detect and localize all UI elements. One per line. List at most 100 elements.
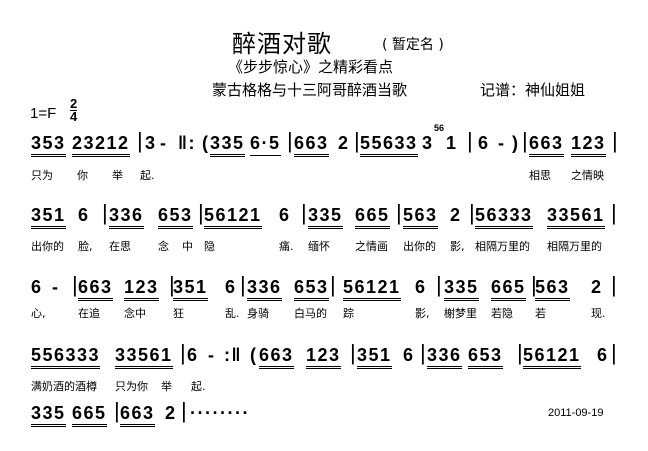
barline: | bbox=[137, 128, 143, 153]
song-title: 醉酒对歌 bbox=[232, 30, 332, 58]
barline: | bbox=[114, 398, 120, 423]
note-group: 665 bbox=[355, 205, 390, 229]
note-group: 556333 bbox=[31, 345, 101, 369]
note-group: 351 bbox=[173, 277, 208, 301]
barline: | bbox=[240, 272, 246, 297]
note-group: 335 bbox=[444, 277, 479, 301]
lyric: 若 bbox=[535, 307, 546, 320]
barline: | bbox=[420, 340, 426, 365]
time-numerator: 2 bbox=[70, 96, 78, 111]
note-group: ) bbox=[512, 133, 520, 153]
lyric: 起. bbox=[191, 380, 206, 393]
note-group: 2 bbox=[338, 133, 350, 153]
note-group: 123 bbox=[124, 277, 159, 301]
barline: | bbox=[531, 272, 537, 297]
barline: | bbox=[436, 272, 442, 297]
note-group: 2 bbox=[450, 205, 462, 225]
note-group: 653 bbox=[294, 277, 329, 301]
note-group: 33561 bbox=[115, 345, 173, 369]
barline: | bbox=[301, 200, 307, 225]
note-group: - bbox=[160, 133, 168, 153]
note-group: - bbox=[498, 133, 506, 153]
lyric: 心, bbox=[31, 307, 46, 320]
note-group: 1 bbox=[446, 133, 458, 153]
description: 蒙古格格与十三阿哥醉酒当歌 bbox=[212, 81, 408, 99]
note-group: 123 bbox=[571, 133, 606, 157]
barline: | bbox=[72, 272, 78, 297]
note-group: 56333 bbox=[475, 205, 533, 229]
date: 2011-09-19 bbox=[548, 407, 604, 419]
note-group: 56121 bbox=[523, 345, 581, 369]
note-group: 6 bbox=[403, 345, 415, 365]
lyric: 影, bbox=[415, 307, 430, 320]
note-group: 335 bbox=[210, 133, 245, 157]
note-group: 6 bbox=[31, 277, 43, 297]
grace-notes: 56 bbox=[434, 123, 445, 133]
barline: | bbox=[612, 128, 618, 153]
note-group: - bbox=[52, 277, 60, 297]
note-group: 56121 bbox=[343, 277, 401, 301]
barline: | bbox=[469, 200, 475, 225]
note-group: ‖: bbox=[178, 133, 196, 153]
note-group: 336 bbox=[109, 205, 144, 229]
lyric: 起. bbox=[140, 169, 155, 182]
lyric: 身骑 bbox=[247, 307, 269, 320]
note-group: :‖ bbox=[224, 345, 242, 365]
title-note: ( 暂定名 ) bbox=[382, 37, 444, 53]
note-group: 335 bbox=[308, 205, 343, 229]
barline: | bbox=[350, 340, 356, 365]
barline: | bbox=[611, 200, 617, 225]
note-group: 336 bbox=[427, 345, 462, 369]
note-group: 6 bbox=[279, 205, 291, 225]
barline: | bbox=[198, 200, 204, 225]
lyric: 之情画 bbox=[355, 240, 388, 253]
lyric: 只为 bbox=[31, 169, 53, 182]
lyric: 白马的 bbox=[294, 307, 327, 320]
note-group: 663 bbox=[120, 403, 155, 427]
lyric: 只为你 bbox=[115, 380, 148, 393]
time-signature: 2 4 bbox=[70, 96, 78, 124]
lyric: 你 bbox=[77, 169, 88, 182]
note-group: 123 bbox=[306, 345, 341, 369]
note-group: 6 bbox=[597, 345, 609, 365]
note-group: 335 bbox=[31, 403, 66, 427]
note-group: 653 bbox=[468, 345, 503, 369]
note-group: 6 bbox=[187, 345, 199, 365]
barline: | bbox=[330, 272, 336, 297]
lyric: 隐 bbox=[204, 240, 215, 253]
barline: | bbox=[181, 398, 187, 423]
note-group: 653 bbox=[158, 205, 193, 229]
note-group: 663 bbox=[294, 133, 329, 157]
note-group: ( bbox=[250, 345, 258, 365]
lyric: 狂 bbox=[173, 307, 184, 320]
note-group: 663 bbox=[259, 345, 294, 369]
note-group: 351 bbox=[31, 205, 66, 229]
note-group: 6·5 bbox=[250, 133, 281, 156]
note-group: 663 bbox=[529, 133, 564, 157]
note-group: 2 bbox=[591, 277, 603, 297]
note-group: - bbox=[208, 345, 216, 365]
note-group: ( bbox=[202, 133, 210, 153]
lyric: 榭梦里 bbox=[444, 307, 477, 320]
lyric: 念 bbox=[158, 240, 169, 253]
lyric: 在追 bbox=[78, 307, 100, 320]
barline: | bbox=[287, 128, 293, 153]
lyric: 念中 bbox=[124, 307, 146, 320]
note-group: 663 bbox=[78, 277, 113, 301]
barline: | bbox=[354, 128, 360, 153]
subtitle: 《步步惊心》之精彩看点 bbox=[228, 58, 394, 76]
note-group: ········ bbox=[190, 403, 250, 423]
note-group: 3 bbox=[145, 133, 157, 153]
note-group: 665 bbox=[491, 277, 526, 301]
note-group: 3 bbox=[422, 133, 434, 153]
note-group: 6 bbox=[415, 277, 427, 297]
lyric: 中 bbox=[182, 240, 193, 253]
time-denominator: 4 bbox=[70, 109, 78, 124]
lyric: 举 bbox=[161, 380, 172, 393]
key-signature: 1=F bbox=[30, 105, 57, 122]
lyric: 踪 bbox=[343, 307, 354, 320]
note-group: 353 bbox=[31, 133, 66, 157]
lyric: 痛. bbox=[279, 240, 294, 253]
lyric: 相思 bbox=[529, 169, 551, 182]
barline: | bbox=[522, 128, 528, 153]
